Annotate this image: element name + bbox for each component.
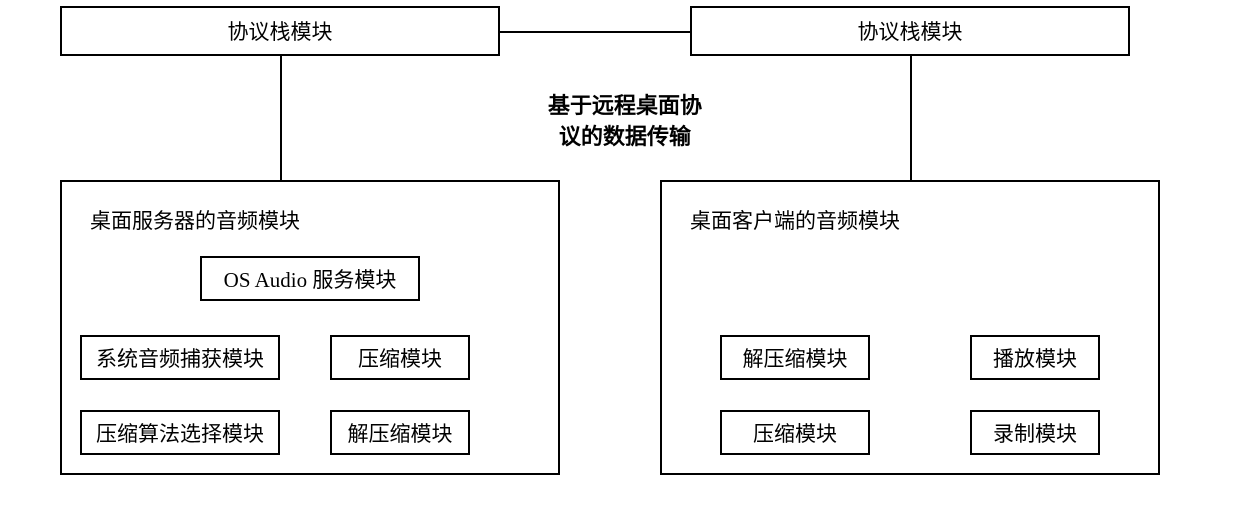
protocol-stack-left-label: 协议栈模块 [228, 16, 333, 46]
record-box: 录制模块 [970, 410, 1100, 455]
compress-box-client: 压缩模块 [720, 410, 870, 455]
protocol-stack-left: 协议栈模块 [60, 6, 500, 56]
playback-box: 播放模块 [970, 335, 1100, 380]
system-audio-capture-box: 系统音频捕获模块 [80, 335, 280, 380]
decompress-box-server: 解压缩模块 [330, 410, 470, 455]
compress-label-server: 压缩模块 [358, 343, 442, 373]
decompress-label-server: 解压缩模块 [348, 418, 453, 448]
os-audio-service-label: OS Audio 服务模块 [224, 264, 397, 294]
connector-left-drop [280, 56, 282, 180]
system-audio-capture-label: 系统音频捕获模块 [96, 343, 264, 373]
compress-algo-select-label: 压缩算法选择模块 [96, 418, 264, 448]
client-audio-title: 桌面客户端的音频模块 [690, 205, 900, 235]
center-caption: 基于远程桌面协 议的数据传输 [525, 60, 725, 152]
compress-label-client: 压缩模块 [753, 418, 837, 448]
connector-horizontal [500, 31, 690, 33]
client-audio-title-text: 桌面客户端的音频模块 [690, 209, 900, 233]
compress-box-server: 压缩模块 [330, 335, 470, 380]
center-caption-text: 基于远程桌面协 议的数据传输 [548, 93, 702, 149]
server-audio-title-text: 桌面服务器的音频模块 [90, 209, 300, 233]
record-label: 录制模块 [993, 418, 1077, 448]
protocol-stack-right: 协议栈模块 [690, 6, 1130, 56]
os-audio-service-box: OS Audio 服务模块 [200, 256, 420, 301]
server-audio-title: 桌面服务器的音频模块 [90, 205, 300, 235]
compress-algo-select-box: 压缩算法选择模块 [80, 410, 280, 455]
decompress-label-client: 解压缩模块 [743, 343, 848, 373]
playback-label: 播放模块 [993, 343, 1077, 373]
connector-right-drop [910, 56, 912, 180]
protocol-stack-right-label: 协议栈模块 [858, 16, 963, 46]
decompress-box-client: 解压缩模块 [720, 335, 870, 380]
